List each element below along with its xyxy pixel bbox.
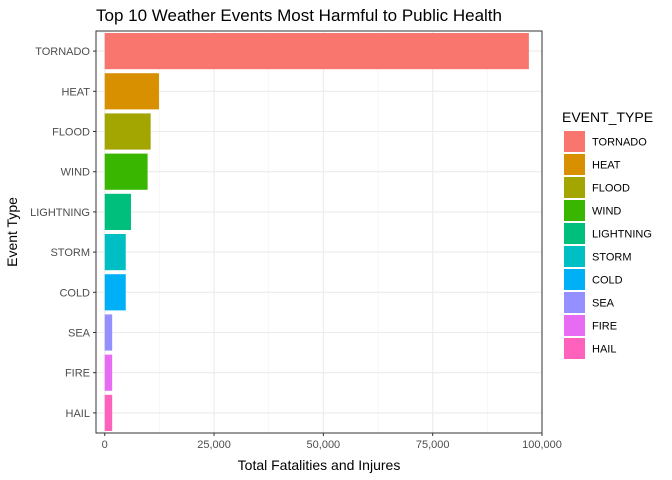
x-tick-label: 25,000 xyxy=(197,439,231,451)
legend-label: COLD xyxy=(592,275,623,287)
legend-label: TORNADO xyxy=(592,137,647,149)
bars xyxy=(104,33,529,431)
legend-swatch xyxy=(564,338,585,359)
y-tick-label: HAIL xyxy=(66,408,90,420)
bar-fire xyxy=(104,354,113,391)
legend-label: FLOOD xyxy=(592,183,630,195)
legend-swatch xyxy=(564,292,585,313)
legend: EVENT_TYPE TORNADO HEAT FLOOD WIND LIGHTNING… xyxy=(562,109,653,359)
bar-storm xyxy=(104,234,126,271)
y-tick-label: LIGHTNING xyxy=(30,207,90,219)
legend-label: HEAT xyxy=(592,160,621,172)
y-tick-label: HEAT xyxy=(61,86,90,98)
legend-swatch xyxy=(564,246,585,267)
bar-lightning xyxy=(104,193,131,230)
y-tick-label: WIND xyxy=(61,167,90,179)
legend-swatch xyxy=(564,315,585,336)
bar-wind xyxy=(104,153,148,190)
legend-label: HAIL xyxy=(592,344,616,356)
x-tick-label: 50,000 xyxy=(307,439,341,451)
y-tick-label: SEA xyxy=(68,328,91,340)
x-axis-ticks: 0 25,000 50,000 75,000 100,000 xyxy=(102,433,562,451)
bar-flood xyxy=(104,113,151,150)
bar-heat xyxy=(104,73,159,110)
legend-swatch xyxy=(564,177,585,198)
legend-label: SEA xyxy=(592,298,615,310)
bar-tornado xyxy=(104,33,529,70)
bar-hail xyxy=(104,394,113,431)
legend-label: STORM xyxy=(592,252,632,264)
x-tick-label: 0 xyxy=(102,439,108,451)
y-tick-label: TORNADO xyxy=(35,46,90,58)
bar-cold xyxy=(104,274,126,311)
plot-border xyxy=(95,30,543,434)
y-tick-label: FIRE xyxy=(65,368,90,380)
y-tick-label: COLD xyxy=(59,287,90,299)
legend-label: WIND xyxy=(592,206,621,218)
x-tick-label: 75,000 xyxy=(416,439,450,451)
legend-items: TORNADO HEAT FLOOD WIND LIGHTNING STORM COLD SE… xyxy=(564,131,652,359)
plot-panel xyxy=(96,31,542,433)
x-axis-title: Total Fatalities and Injures xyxy=(238,457,401,473)
legend-title: EVENT_TYPE xyxy=(562,109,653,125)
bar-sea xyxy=(104,314,113,351)
x-tick-label: 100,000 xyxy=(522,439,562,451)
y-tick-label: FLOOD xyxy=(52,127,90,139)
y-axis-title: Event Type xyxy=(4,197,20,267)
legend-label: FIRE xyxy=(592,321,617,333)
legend-swatch xyxy=(564,223,585,244)
legend-swatch xyxy=(564,269,585,290)
legend-swatch xyxy=(564,154,585,175)
legend-label: LIGHTNING xyxy=(592,229,652,241)
legend-swatch xyxy=(564,131,585,152)
y-axis-ticks: TORNADO HEAT FLOOD WIND LIGHTNING STORM COLD SE… xyxy=(30,46,96,420)
legend-swatch xyxy=(564,200,585,221)
y-tick-label: STORM xyxy=(50,247,90,259)
chart-title: Top 10 Weather Events Most Harmful to Pu… xyxy=(96,6,502,25)
